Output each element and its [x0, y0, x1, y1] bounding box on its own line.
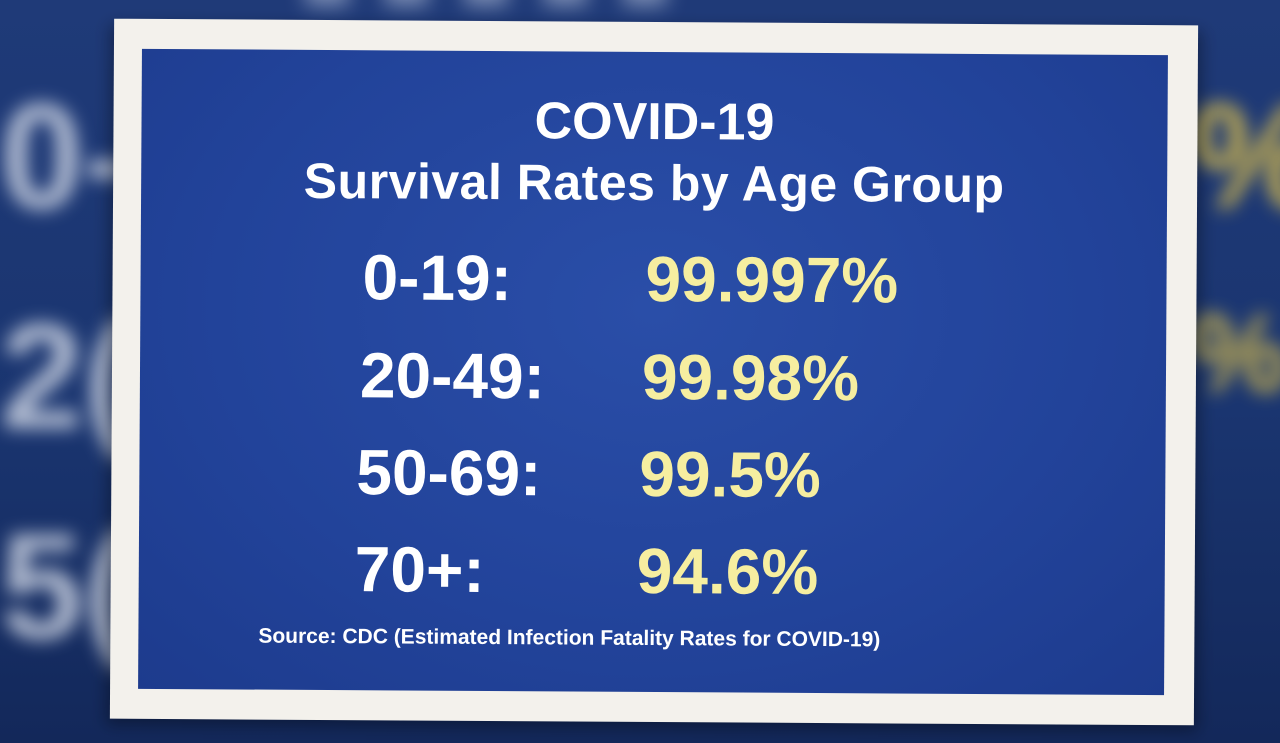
slide-card: COVID-19 Survival Rates by Age Group 0-1…: [109, 18, 1199, 726]
survival-rate-value: 99.997%: [645, 242, 899, 317]
background-blurred-value: %: [1190, 292, 1280, 415]
slide-subtitle: Survival Rates by Age Group: [303, 152, 1005, 214]
age-group-label: 70+:: [354, 533, 485, 606]
age-group-label: 50-69:: [356, 436, 542, 510]
source-citation: Source: CDC (Estimated Infection Fatalit…: [258, 624, 881, 652]
survival-rate-value: 99.5%: [639, 437, 822, 512]
survival-rate-value: 99.98%: [641, 340, 860, 415]
survival-rate-value: 94.6%: [636, 534, 819, 609]
slide-title: COVID-19: [534, 92, 775, 152]
age-group-label: 20-49:: [359, 339, 546, 413]
age-group-label: 0-19:: [362, 241, 513, 315]
slide-panel: COVID-19 Survival Rates by Age Group 0-1…: [138, 48, 1168, 696]
background-blurred-value: %: [1190, 70, 1280, 243]
background-blurred-label: 0-: [0, 72, 134, 240]
